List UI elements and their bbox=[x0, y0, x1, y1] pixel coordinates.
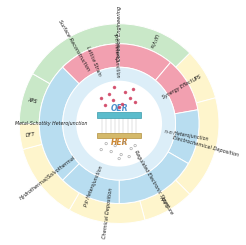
Wedge shape bbox=[176, 98, 219, 194]
Circle shape bbox=[76, 81, 162, 167]
Text: n-n Heterojunction: n-n Heterojunction bbox=[164, 129, 209, 142]
Text: p-p Heterojunction: p-p Heterojunction bbox=[82, 165, 104, 208]
Text: Chemical Deposition: Chemical Deposition bbox=[102, 187, 113, 239]
Wedge shape bbox=[176, 53, 215, 103]
Text: Hydrothermal/Solvothermal: Hydrothermal/Solvothermal bbox=[19, 155, 77, 201]
Text: p-n Heterojunction: p-n Heterojunction bbox=[113, 33, 120, 78]
Wedge shape bbox=[63, 44, 119, 84]
Wedge shape bbox=[119, 152, 188, 204]
Circle shape bbox=[63, 67, 176, 180]
Text: OER: OER bbox=[110, 104, 128, 113]
Text: XPS: XPS bbox=[27, 97, 38, 104]
Polygon shape bbox=[97, 112, 141, 118]
Wedge shape bbox=[39, 67, 79, 180]
Text: DFT: DFT bbox=[25, 132, 35, 138]
Text: Regulated Electronic Structure: Regulated Electronic Structure bbox=[133, 150, 174, 216]
Text: HER: HER bbox=[110, 138, 128, 147]
Wedge shape bbox=[119, 24, 190, 67]
Text: Metal-Schottky Heterojunction: Metal-Schottky Heterojunction bbox=[15, 121, 87, 126]
Text: Electrochemical Deposition: Electrochemical Deposition bbox=[172, 136, 240, 158]
Wedge shape bbox=[155, 62, 198, 114]
Wedge shape bbox=[48, 24, 190, 67]
Text: UV-Vis: UV-Vis bbox=[148, 33, 159, 49]
Wedge shape bbox=[168, 110, 199, 164]
Text: Lattice Strain: Lattice Strain bbox=[85, 45, 101, 76]
Wedge shape bbox=[19, 74, 50, 124]
Text: XAFS: XAFS bbox=[159, 195, 169, 208]
Wedge shape bbox=[69, 193, 145, 223]
Text: Surface Reconstruction: Surface Reconstruction bbox=[58, 19, 91, 72]
Wedge shape bbox=[23, 144, 79, 210]
Polygon shape bbox=[97, 133, 141, 138]
Wedge shape bbox=[19, 124, 42, 149]
Wedge shape bbox=[33, 24, 119, 84]
Wedge shape bbox=[140, 180, 190, 220]
Text: Corrosion Engineering: Corrosion Engineering bbox=[117, 6, 122, 61]
Text: Synergy Effect: Synergy Effect bbox=[162, 79, 194, 100]
Text: UPS: UPS bbox=[191, 74, 202, 83]
Wedge shape bbox=[63, 44, 170, 84]
Wedge shape bbox=[63, 163, 119, 204]
